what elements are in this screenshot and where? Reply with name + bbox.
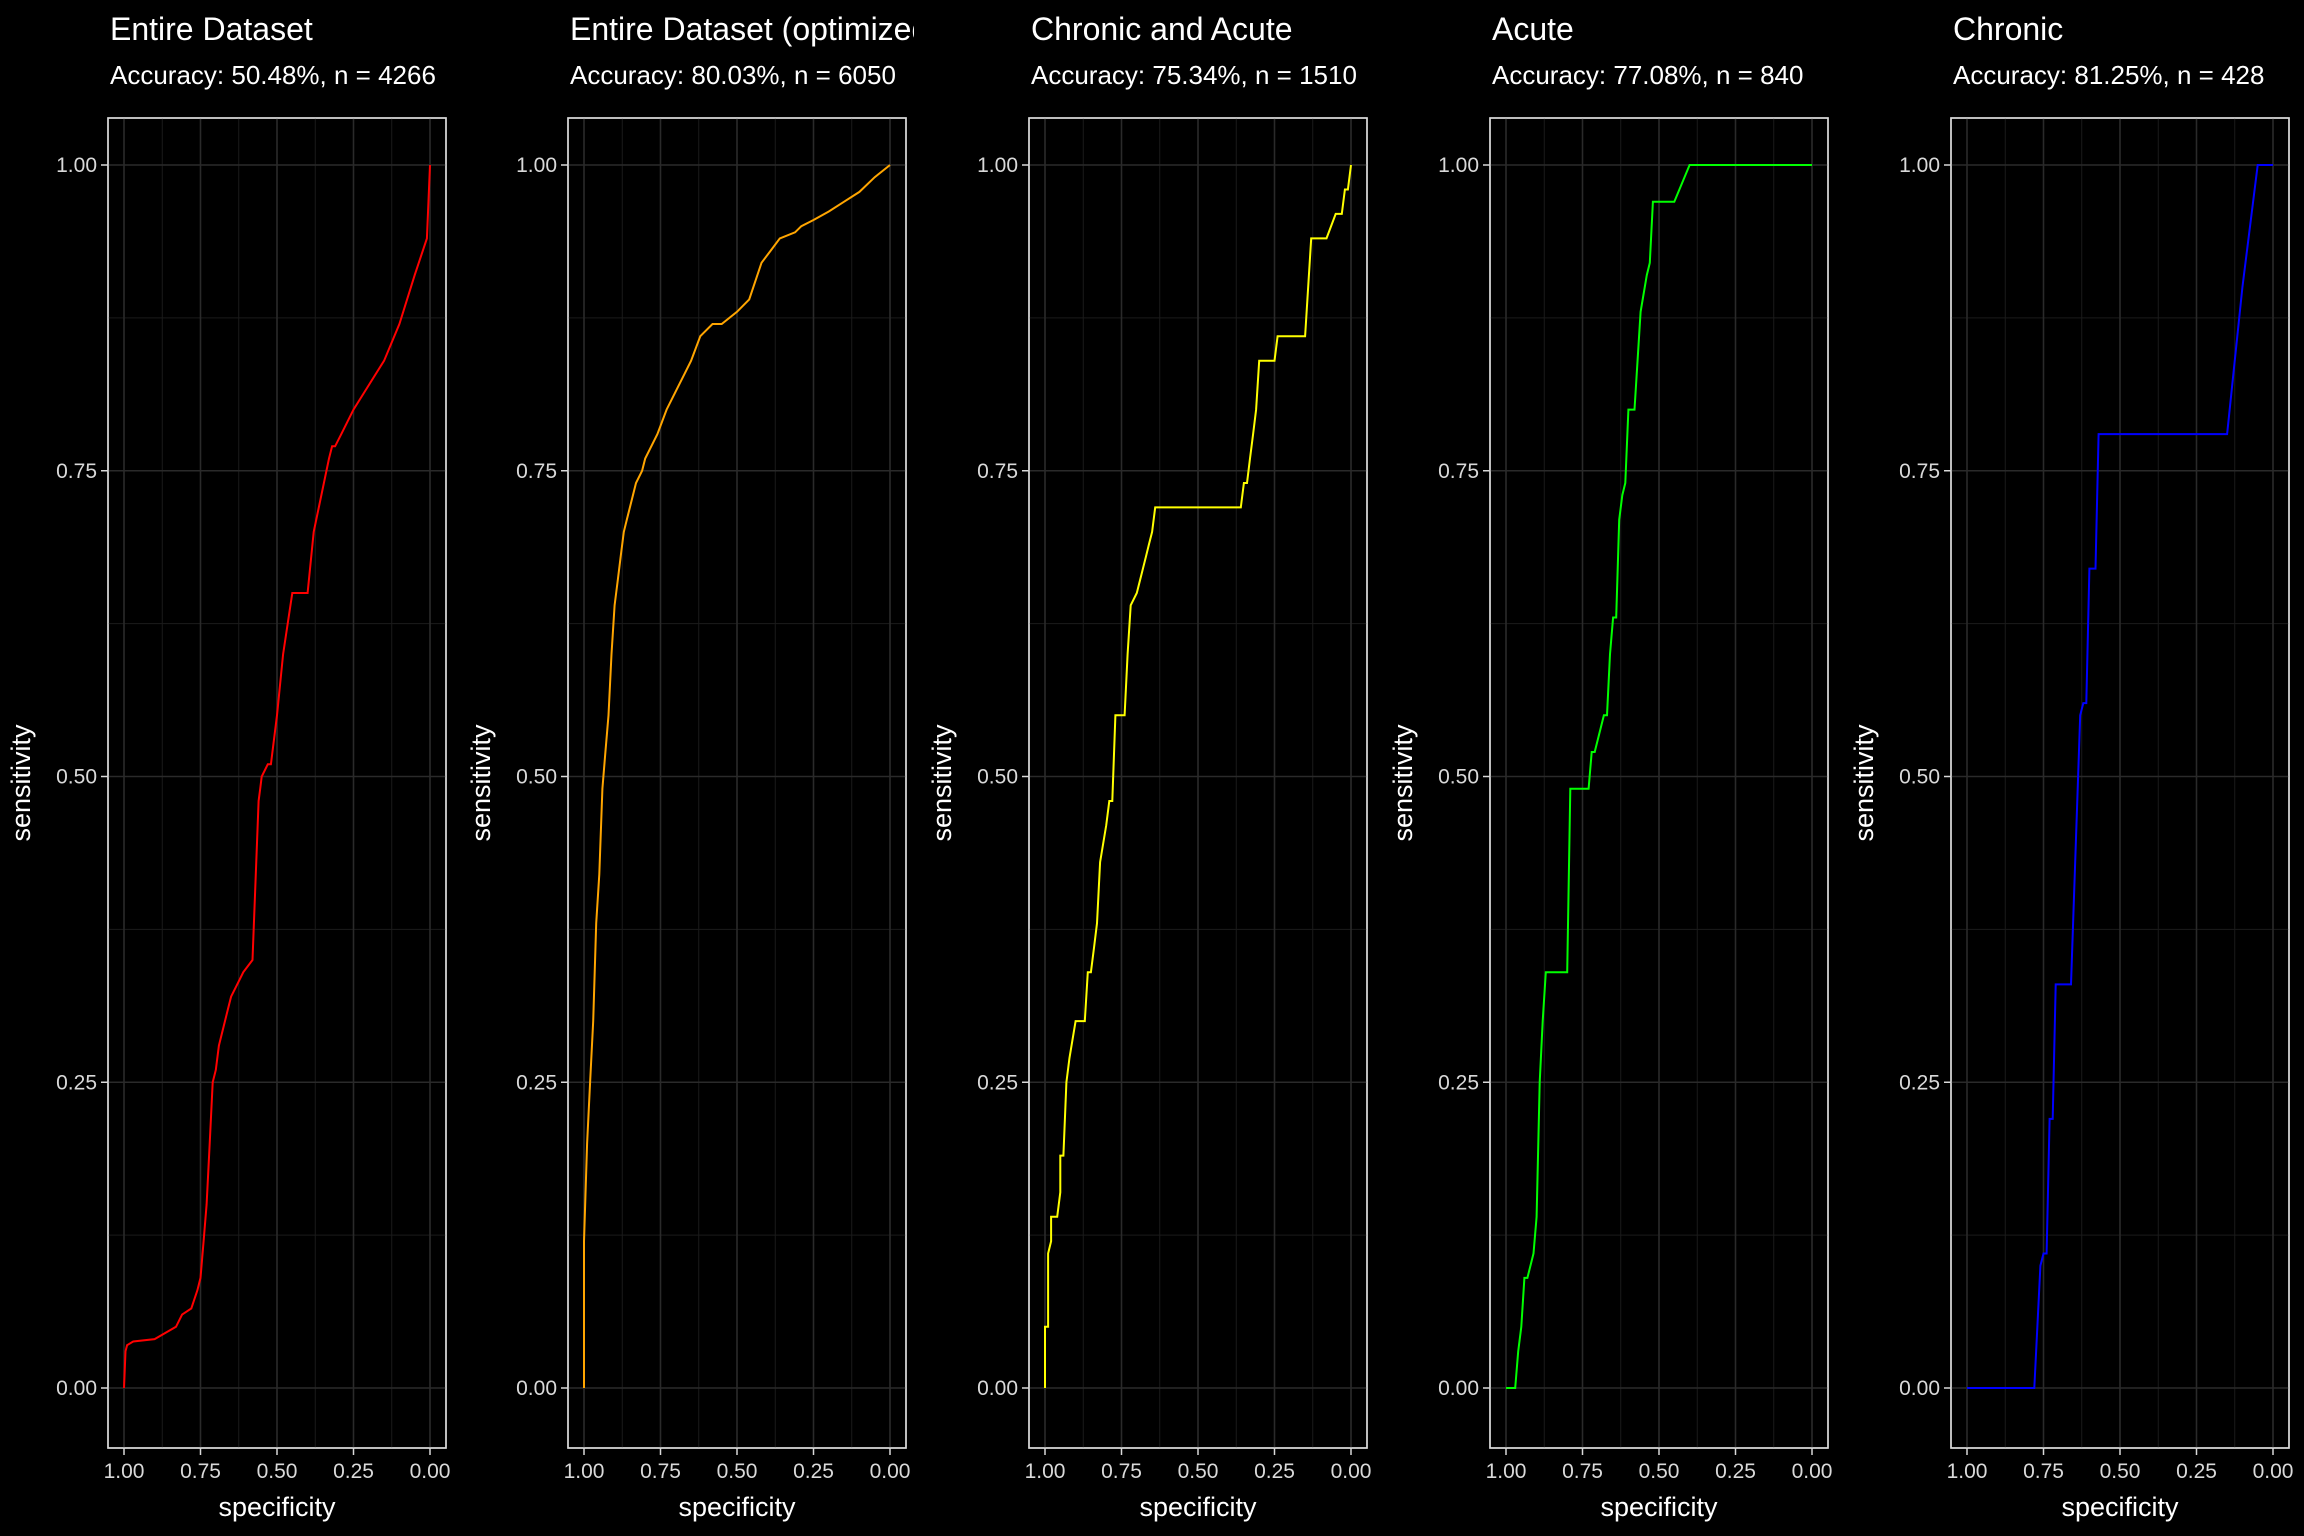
chart-title: Entire Dataset <box>110 11 313 47</box>
x-tick-label: 0.25 <box>793 1460 834 1483</box>
plot-border <box>1950 117 2290 1449</box>
y-tick-label: 0.00 <box>1438 1377 1479 1400</box>
y-tick-label: 0.50 <box>56 766 97 789</box>
x-tick-label: 1.00 <box>1486 1460 1527 1483</box>
plot-border <box>107 117 447 1449</box>
x-tick-label: 0.25 <box>333 1460 374 1483</box>
y-tick-label: 0.50 <box>516 766 557 789</box>
y-tick-label: 0.25 <box>1899 1071 1940 1094</box>
x-tick-label: 1.00 <box>564 1460 605 1483</box>
x-tick-label: 1.00 <box>1947 1460 1988 1483</box>
y-tick-label: 0.00 <box>977 1377 1018 1400</box>
x-tick-label: 0.75 <box>1562 1460 1603 1483</box>
x-tick-label: 1.00 <box>1025 1460 1066 1483</box>
chart-title: Acute <box>1492 11 1574 47</box>
panel-heading: Chronic and Acute Accuracy: 75.34%, n = 1… <box>1031 11 1357 90</box>
chart-subtitle: Accuracy: 77.08%, n = 840 <box>1492 60 1803 90</box>
x-tick-label: 0.25 <box>1254 1460 1295 1483</box>
chart-subtitle: Accuracy: 80.03%, n = 6050 <box>570 60 896 90</box>
y-tick-label: 0.75 <box>56 460 97 483</box>
chart-panel-2: 1.00 0.75 0.50 0.25 0.00 0.00 0.25 0.50 0.75 1.00… <box>466 11 940 1522</box>
x-tick-label: 0.50 <box>257 1460 298 1483</box>
y-tick-label: 0.50 <box>977 766 1018 789</box>
panel-heading: Entire Dataset (optimized) Accuracy: 80.0… <box>570 11 940 90</box>
y-tick-label: 1.00 <box>1438 154 1479 177</box>
x-tick-label: 0.50 <box>1639 1460 1680 1483</box>
y-tick-label: 0.75 <box>1438 460 1479 483</box>
x-axis-title: specificity <box>678 1492 796 1522</box>
chart-panel-5: 1.00 0.75 0.50 0.25 0.00 0.00 0.25 0.50 0.75 1.00… <box>1849 11 2293 1522</box>
y-tick-label: 1.00 <box>56 154 97 177</box>
x-tick-label: 1.00 <box>104 1460 145 1483</box>
x-axis-title: specificity <box>1139 1492 1257 1522</box>
roc-curve-line <box>583 164 891 1388</box>
x-axis-title: specificity <box>2061 1492 2179 1522</box>
chart-title: Chronic <box>1953 11 2063 47</box>
x-tick-label: 0.00 <box>2253 1460 2294 1483</box>
y-tick-label: 0.75 <box>977 460 1018 483</box>
x-tick-label: 0.00 <box>410 1460 451 1483</box>
chart-title: Chronic and Acute <box>1031 11 1293 47</box>
x-tick-label: 0.75 <box>180 1460 221 1483</box>
y-tick-label: 0.25 <box>1438 1071 1479 1094</box>
x-axis-title: specificity <box>218 1492 336 1522</box>
x-tick-label: 0.00 <box>1792 1460 1833 1483</box>
x-tick-label: 0.50 <box>2100 1460 2141 1483</box>
x-tick-label: 0.50 <box>717 1460 758 1483</box>
y-tick-label: 0.25 <box>977 1071 1018 1094</box>
x-tick-label: 0.00 <box>1331 1460 1372 1483</box>
roc-curve-line <box>123 164 431 1389</box>
x-tick-label: 0.25 <box>2176 1460 2217 1483</box>
y-tick-label: 0.50 <box>1899 766 1940 789</box>
x-tick-label: 0.75 <box>640 1460 681 1483</box>
chart-panel-3: 1.00 0.75 0.50 0.25 0.00 0.00 0.25 0.50 0.75 1.00… <box>927 11 1371 1522</box>
chart-subtitle: Accuracy: 81.25%, n = 428 <box>1953 60 2264 90</box>
y-tick-label: 0.50 <box>1438 766 1479 789</box>
chart-title: Entire Dataset (optimized) <box>570 11 940 47</box>
y-axis-title: sensitivity <box>927 724 957 842</box>
y-tick-label: 0.75 <box>1899 460 1940 483</box>
y-tick-label: 0.00 <box>56 1377 97 1400</box>
chart-panel-4: 1.00 0.75 0.50 0.25 0.00 0.00 0.25 0.50 0.75 1.00… <box>1388 11 1832 1522</box>
y-tick-label: 0.25 <box>516 1071 557 1094</box>
x-tick-label: 0.75 <box>2023 1460 2064 1483</box>
plot-border <box>567 117 907 1449</box>
x-tick-label: 0.00 <box>870 1460 911 1483</box>
x-tick-label: 0.50 <box>1178 1460 1219 1483</box>
y-axis-title: sensitivity <box>1849 724 1879 842</box>
roc-curve-line <box>1506 164 1812 1389</box>
chart-panel-1: 1.00 0.75 0.50 0.25 0.00 0.00 0.25 0.50 0.75 1.00… <box>6 11 450 1522</box>
y-tick-label: 1.00 <box>516 154 557 177</box>
panel-heading: Chronic Accuracy: 81.25%, n = 428 <box>1953 11 2264 90</box>
panel-heading: Acute Accuracy: 77.08%, n = 840 <box>1492 11 1803 90</box>
y-tick-label: 0.00 <box>516 1377 557 1400</box>
y-tick-label: 0.25 <box>56 1071 97 1094</box>
y-axis-title: sensitivity <box>1388 724 1418 842</box>
y-axis-title: sensitivity <box>6 724 36 842</box>
y-tick-label: 0.75 <box>516 460 557 483</box>
x-tick-label: 0.75 <box>1101 1460 1142 1483</box>
panel-heading: Entire Dataset Accuracy: 50.48%, n = 4266 <box>110 11 436 90</box>
x-tick-label: 0.25 <box>1715 1460 1756 1483</box>
y-tick-label: 1.00 <box>977 154 1018 177</box>
y-tick-label: 0.00 <box>1899 1377 1940 1400</box>
x-axis-title: specificity <box>1600 1492 1718 1522</box>
plot-border <box>1028 117 1368 1449</box>
roc-curve-line <box>1967 164 2273 1389</box>
chart-subtitle: Accuracy: 50.48%, n = 4266 <box>110 60 436 90</box>
plot-border <box>1489 117 1829 1449</box>
y-axis-title: sensitivity <box>466 724 496 842</box>
chart-subtitle: Accuracy: 75.34%, n = 1510 <box>1031 60 1357 90</box>
roc-curve-line <box>1044 164 1352 1388</box>
y-tick-label: 1.00 <box>1899 154 1940 177</box>
